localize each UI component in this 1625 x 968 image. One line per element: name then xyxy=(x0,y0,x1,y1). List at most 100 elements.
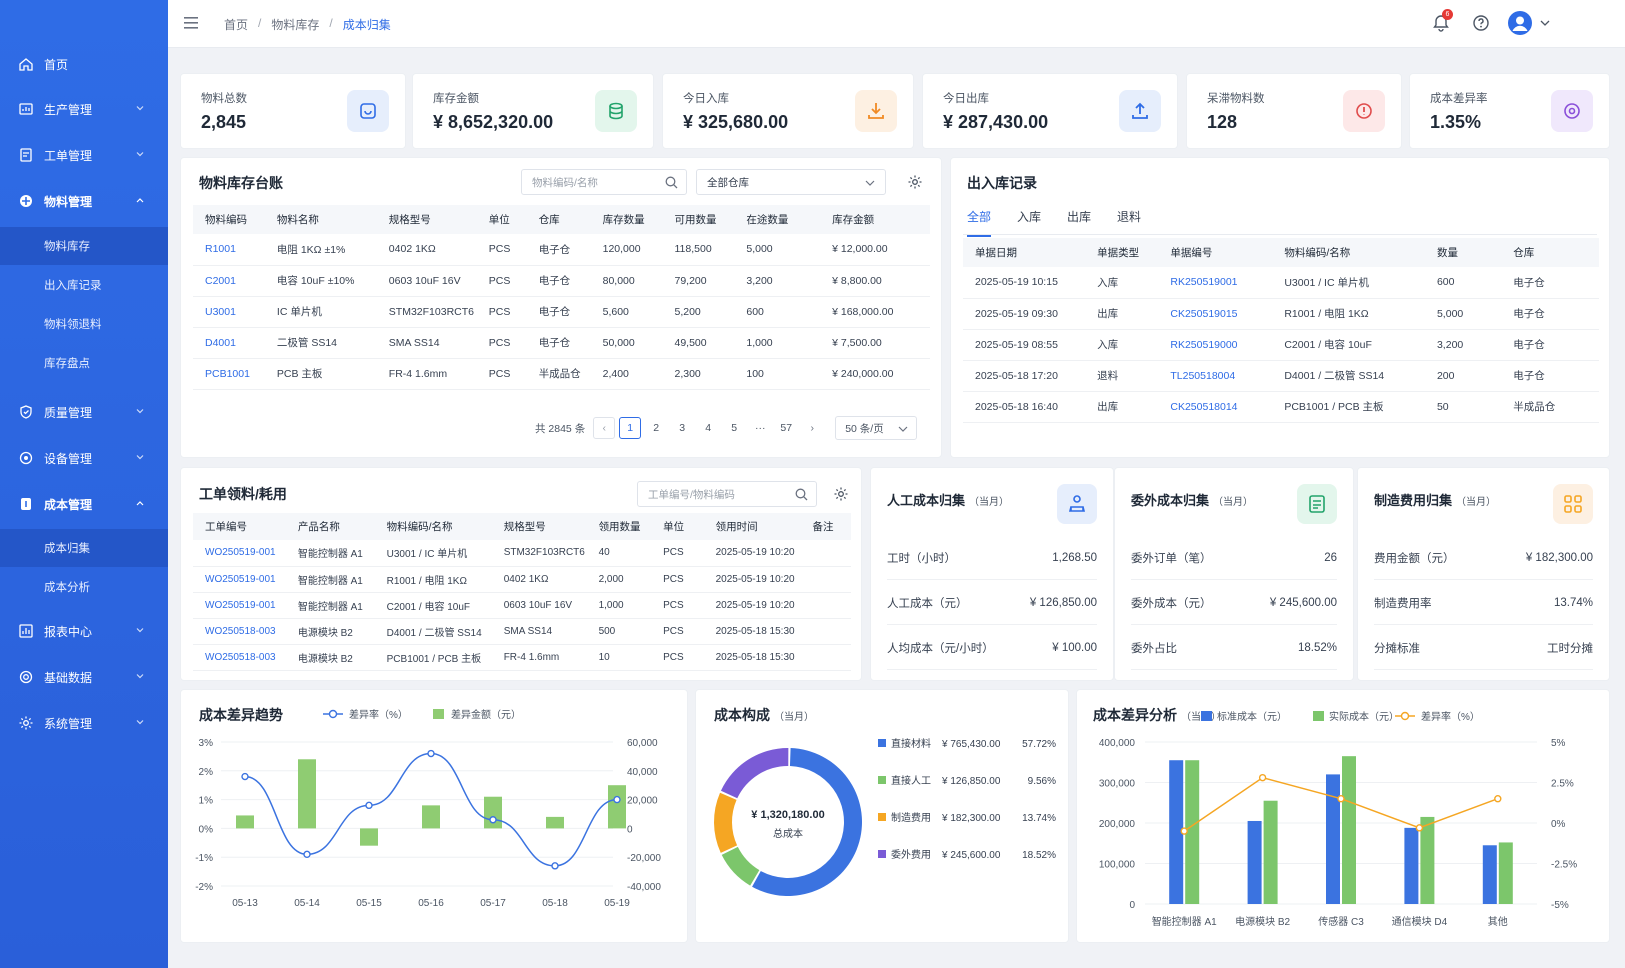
inventory-col-header[interactable]: 物料编码 xyxy=(193,205,265,234)
pagination-page[interactable]: 3 xyxy=(679,422,686,434)
records-col-header[interactable]: 数量 xyxy=(1424,238,1502,267)
workorder-col-header[interactable]: 单位 xyxy=(651,513,704,540)
records-link[interactable]: RK250519001 xyxy=(1158,267,1273,299)
sidebar-item-1[interactable]: 生产管理 xyxy=(0,90,168,128)
records-link[interactable]: TL250518004 xyxy=(1158,360,1273,392)
table-row[interactable]: C2001 电容 10uF ±10% 0603 10uF 16V PCS 电子仓 80,0… xyxy=(193,265,930,297)
sidebar-sub-material-2[interactable]: 物料领退料 xyxy=(44,319,102,331)
overhead-cost-card: 制造费用归集 （当月） 费用金额（元） ¥ 182,300.00 制造费用率 13.74%… xyxy=(1357,467,1610,681)
table-row[interactable]: R1001 电阻 1KΩ ±1% 0402 1KΩ PCS 电子仓 120,000 118,… xyxy=(193,234,930,266)
sidebar-sub-cost-1[interactable]: 成本分析 xyxy=(44,582,90,594)
table-settings-icon[interactable] xyxy=(833,486,849,502)
point-variance-rate xyxy=(303,850,311,859)
sidebar-item-8[interactable]: 基础数据 xyxy=(0,658,168,696)
inventory-link[interactable]: D4001 xyxy=(193,327,265,359)
records-col-header[interactable]: 仓库 xyxy=(1501,238,1599,267)
workorder-col-header[interactable]: 工单编号 xyxy=(193,513,286,540)
table-row[interactable]: 2025-05-18 16:40 出库 CK250518014 PCB1001 / P… xyxy=(963,391,1599,423)
inventory-col-header[interactable]: 物料名称 xyxy=(264,205,377,234)
workorder-search-input[interactable]: 工单编号/物料编码 xyxy=(637,481,817,507)
workorder-col-header[interactable]: 领用时间 xyxy=(703,513,801,540)
table-row[interactable]: WO250519-001 智能控制器 A1 R1001 / 电阻 1KΩ 0402 1… xyxy=(193,566,851,593)
cost-row-label: 委外成本（元） xyxy=(1131,597,1212,610)
inventory-col-header[interactable]: 可用数量 xyxy=(662,205,735,234)
workorder-col-header[interactable]: 规格型号 xyxy=(491,513,587,540)
tab-2[interactable]: 出库 xyxy=(1067,210,1092,224)
table-settings-icon[interactable] xyxy=(907,174,923,190)
sidebar-item-5[interactable]: 设备管理 xyxy=(0,439,168,477)
pagination-page[interactable]: 5 xyxy=(731,422,738,434)
inventory-col-header[interactable]: 单位 xyxy=(476,205,527,234)
inventory-col-header[interactable]: 规格型号 xyxy=(376,205,477,234)
chevron-down-icon[interactable] xyxy=(1540,19,1550,27)
workorder-col-header[interactable]: 备注 xyxy=(800,513,851,540)
table-row[interactable]: D4001 二极管 SS14 SMA SS14 PCS 电子仓 50,000 49,500 1… xyxy=(193,327,930,359)
table-row[interactable]: WO250518-003 电源模块 B2 D4001 / 二极管 SS14 SMA S… xyxy=(193,618,851,645)
pagination-page[interactable]: 4 xyxy=(705,422,712,434)
workorder-link[interactable]: WO250518-003 xyxy=(193,618,286,645)
tab-0[interactable]: 全部 xyxy=(967,208,992,237)
inventory-col-header[interactable]: 仓库 xyxy=(526,205,591,234)
sidebar-item-2[interactable]: 工单管理 xyxy=(0,136,168,174)
table-row[interactable]: 2025-05-19 08:55 入库 RK250519000 C2001 / 电容 … xyxy=(963,329,1599,361)
table-row[interactable]: 2025-05-18 17:20 退料 TL250518004 D4001 / 二极管… xyxy=(963,360,1599,392)
avatar[interactable] xyxy=(1508,11,1532,35)
records-col-header[interactable]: 单据日期 xyxy=(963,238,1086,267)
workorder-link[interactable]: WO250518-003 xyxy=(193,644,286,671)
records-link[interactable]: RK250519000 xyxy=(1158,329,1273,361)
sidebar-item-3[interactable]: 物料管理 xyxy=(0,182,168,220)
pagination-next-button[interactable]: › xyxy=(810,422,814,434)
pagination-prev-button[interactable]: ‹ xyxy=(593,417,616,439)
sidebar-item-0[interactable]: 首页 xyxy=(0,45,168,83)
pagination-page[interactable]: 1 xyxy=(619,417,642,439)
inventory-col-header[interactable]: 库存数量 xyxy=(590,205,663,234)
workorder-link[interactable]: WO250519-001 xyxy=(193,592,286,619)
workorder-link[interactable]: WO250519-001 xyxy=(193,566,286,593)
search-icon[interactable] xyxy=(665,176,678,189)
warehouse-select[interactable]: 全部仓库 xyxy=(696,169,886,195)
sidebar-sub-material-0[interactable]: 物料库存 xyxy=(0,227,168,265)
tab-1[interactable]: 入库 xyxy=(1017,210,1042,224)
sidebar-item-4[interactable]: 质量管理 xyxy=(0,393,168,431)
breadcrumb-material[interactable]: 物料库存 xyxy=(271,18,320,32)
table-row[interactable]: WO250519-001 智能控制器 A1 U3001 / IC 单片机 STM32F… xyxy=(193,540,851,567)
sidebar-item-7[interactable]: 报表中心 xyxy=(0,612,168,650)
sidebar-item-9[interactable]: 系统管理 xyxy=(0,704,168,742)
inventory-col-header[interactable]: 在途数量 xyxy=(734,205,821,234)
breadcrumb-home[interactable]: 首页 xyxy=(224,18,249,32)
records-col-header[interactable]: 单据编号 xyxy=(1158,238,1273,267)
inventory-search-input[interactable]: 物料编码/名称 xyxy=(521,169,687,195)
inventory-link[interactable]: R1001 xyxy=(193,234,265,266)
table-row[interactable]: 2025-05-19 09:30 出库 CK250519015 R1001 / 电阻 … xyxy=(963,298,1599,330)
sidebar-sub-material-3[interactable]: 库存盘点 xyxy=(44,358,90,370)
pagination-page[interactable]: 57 xyxy=(780,422,793,434)
workorder-col-header[interactable]: 产品名称 xyxy=(285,513,375,540)
menu-toggle-icon[interactable] xyxy=(184,16,200,30)
sidebar-sub-cost-0[interactable]: 成本归集 xyxy=(0,529,168,567)
records-col-header[interactable]: 物料编码/名称 xyxy=(1272,238,1425,267)
records-col-header[interactable]: 单据类型 xyxy=(1085,238,1159,267)
inventory-link[interactable]: PCB1001 xyxy=(193,358,265,390)
sidebar-item-6[interactable]: 成本管理 xyxy=(0,485,168,523)
search-icon[interactable] xyxy=(795,488,808,501)
help-icon[interactable] xyxy=(1472,14,1490,32)
stat-value: ¥ 325,680.00 xyxy=(683,112,789,132)
table-row[interactable]: WO250519-001 智能控制器 A1 C2001 / 电容 10uF 0603 … xyxy=(193,592,851,619)
table-row[interactable]: U3001 IC 单片机 STM32F103RCT6 PCS 电子仓 5,600 5,200… xyxy=(193,296,930,328)
table-row[interactable]: WO250518-003 电源模块 B2 PCB1001 / PCB 主板 FR-4 … xyxy=(193,644,851,671)
tab-3[interactable]: 退料 xyxy=(1117,210,1142,224)
workorder-col-header[interactable]: 物料编码/名称 xyxy=(374,513,492,540)
table-row[interactable]: 2025-05-19 10:15 入库 RK250519001 U3001 / IC … xyxy=(963,267,1599,299)
workorder-col-header[interactable]: 领用数量 xyxy=(586,513,652,540)
inventory-col-header[interactable]: 库存金额 xyxy=(820,205,930,234)
records-link[interactable]: CK250518014 xyxy=(1158,391,1273,423)
sidebar-sub-material-1[interactable]: 出入库记录 xyxy=(44,280,102,292)
inventory-link[interactable]: U3001 xyxy=(193,296,265,328)
workorder-link[interactable]: WO250519-001 xyxy=(193,540,286,567)
inventory-link[interactable]: C2001 xyxy=(193,265,265,297)
records-link[interactable]: CK250519015 xyxy=(1158,298,1273,330)
pagination-page[interactable]: 2 xyxy=(653,422,660,434)
page-size-select[interactable]: 50 条/页 xyxy=(835,416,918,440)
pagination-page[interactable]: ··· xyxy=(754,422,766,434)
table-row[interactable]: PCB1001 PCB 主板 FR-4 1.6mm PCS 半成品仓 2,400 2,300… xyxy=(193,358,930,390)
